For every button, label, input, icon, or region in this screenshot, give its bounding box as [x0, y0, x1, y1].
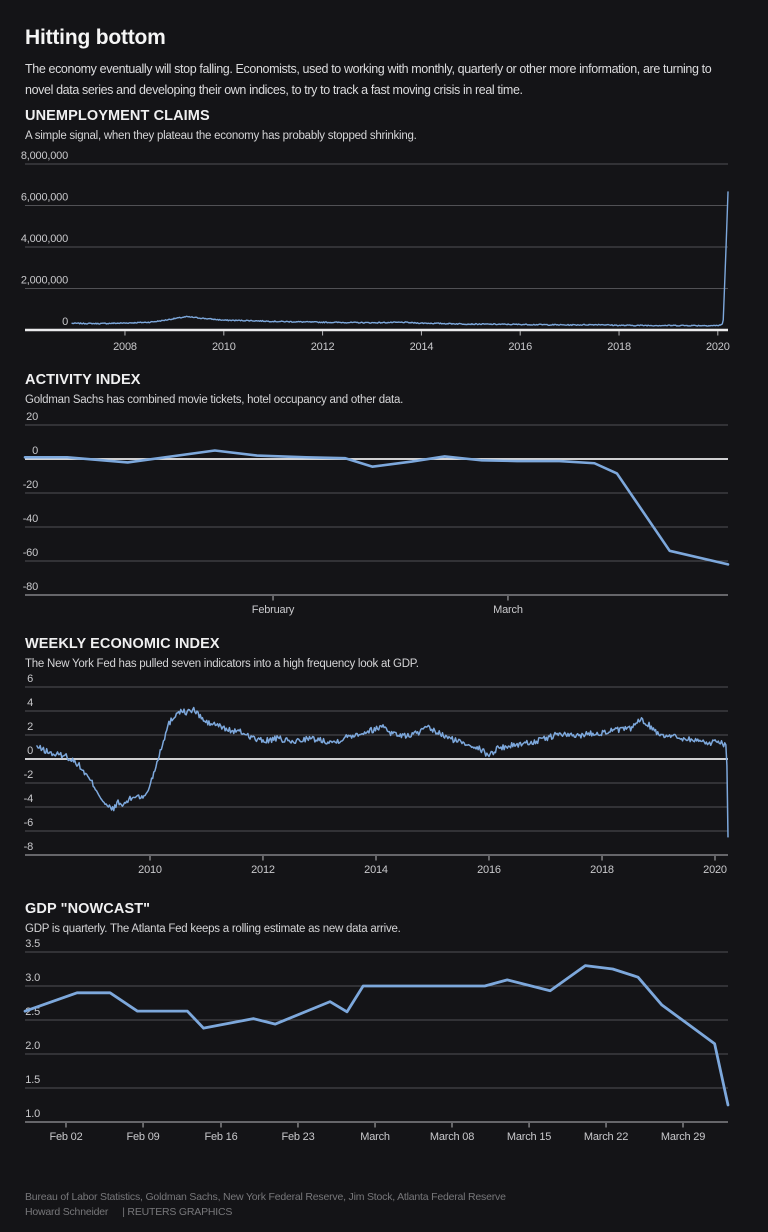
- x-tick-label: 2020: [706, 341, 730, 353]
- x-tick-label: Feb 02: [49, 1131, 82, 1143]
- y-tick-label: -6: [24, 817, 33, 829]
- y-tick-label: -60: [23, 547, 38, 559]
- y-tick-label: 6,000,000: [21, 192, 68, 204]
- y-tick-label: 6: [27, 674, 33, 685]
- footer-byline: Howard Schneider: [25, 1206, 109, 1218]
- chart-title: GDP "NOWCAST": [25, 901, 151, 917]
- x-tick-label: March: [493, 604, 523, 616]
- x-tick-label: Feb 09: [127, 1131, 160, 1143]
- x-tick-label: 2016: [477, 864, 501, 876]
- y-tick-label: 1.0: [25, 1108, 40, 1120]
- y-tick-label: 2,000,000: [21, 275, 68, 287]
- x-tick-label: 2018: [590, 864, 614, 876]
- x-tick-label: 2008: [113, 341, 137, 353]
- footer-byline-row: Howard Schneider | REUTERS GRAPHICS: [25, 1206, 232, 1218]
- x-tick-label: March 22: [584, 1131, 628, 1143]
- y-tick-label: 4: [27, 697, 33, 709]
- x-tick-label: 2010: [138, 864, 162, 876]
- y-tick-label: 20: [26, 411, 38, 423]
- chart-subtitle: The New York Fed has pulled seven indica…: [25, 658, 419, 670]
- x-tick-label: March: [360, 1131, 390, 1143]
- chart-title: WEEKLY ECONOMIC INDEX: [25, 636, 220, 652]
- x-tick-label: 2018: [607, 341, 631, 353]
- y-tick-label: -2: [24, 769, 33, 781]
- reuters-graphics-credit: | REUTERS GRAPHICS: [122, 1206, 233, 1218]
- data-line: [23, 964, 730, 1107]
- x-tick-label: 2010: [212, 341, 236, 353]
- y-tick-label: -8: [24, 841, 33, 853]
- chart-title: UNEMPLOYMENT CLAIMS: [25, 108, 210, 124]
- chart-subtitle: GDP is quarterly. The Atlanta Fed keeps …: [25, 923, 401, 935]
- chart-canvas-activity-index: 20 0 -20 -40 -60 -80 February March: [23, 411, 730, 616]
- x-tick-label: February: [252, 604, 295, 616]
- chart-canvas-unemployment-claims: 8,000,000 6,000,000 4,000,000 2,000,000 0 200…: [21, 150, 730, 353]
- y-tick-label: 8,000,000: [21, 150, 68, 162]
- y-tick-label: -40: [23, 513, 38, 525]
- intro-text: The economy eventually will stop falling…: [25, 62, 712, 97]
- y-tick-label: 3.0: [25, 972, 40, 984]
- chart-title: ACTIVITY INDEX: [25, 372, 141, 388]
- y-tick-label: 4,000,000: [21, 233, 68, 245]
- y-tick-label: -20: [23, 479, 38, 491]
- data-line: [36, 706, 729, 838]
- footer-sources: Bureau of Labor Statistics, Goldman Sach…: [25, 1191, 506, 1203]
- x-tick-label: Feb 23: [281, 1131, 314, 1143]
- y-tick-label: 2.0: [25, 1040, 40, 1052]
- x-tick-label: 2016: [508, 341, 532, 353]
- page-title: Hitting bottom: [25, 26, 166, 49]
- y-tick-label: 2: [27, 721, 33, 733]
- x-tick-label: 2014: [410, 341, 434, 353]
- x-tick-label: 2020: [703, 864, 727, 876]
- data-line: [23, 449, 730, 566]
- chart-subtitle: A simple signal, when they plateau the e…: [25, 130, 417, 142]
- y-tick-label: 0: [27, 745, 33, 757]
- data-line: [71, 191, 729, 327]
- y-tick-label: 1.5: [25, 1074, 40, 1086]
- x-tick-label: 2014: [364, 864, 388, 876]
- x-tick-label: March 15: [507, 1131, 551, 1143]
- y-tick-label: -80: [23, 581, 38, 593]
- x-tick-label: 2012: [251, 864, 275, 876]
- y-tick-label: 0: [32, 445, 38, 457]
- y-tick-label: 3.5: [25, 939, 40, 950]
- x-tick-label: March 29: [661, 1131, 705, 1143]
- x-tick-label: March 08: [430, 1131, 474, 1143]
- y-tick-label: -4: [24, 793, 33, 805]
- y-tick-label: 0: [62, 316, 68, 328]
- x-tick-label: 2012: [311, 341, 335, 353]
- x-tick-label: Feb 16: [204, 1131, 237, 1143]
- chart-subtitle: Goldman Sachs has combined movie tickets…: [25, 394, 404, 406]
- chart-canvas-weekly-economic-index: 6 4 2 0 -2 -4 -6 -8 2010 2012 2014 2016 2018 2020: [24, 674, 729, 876]
